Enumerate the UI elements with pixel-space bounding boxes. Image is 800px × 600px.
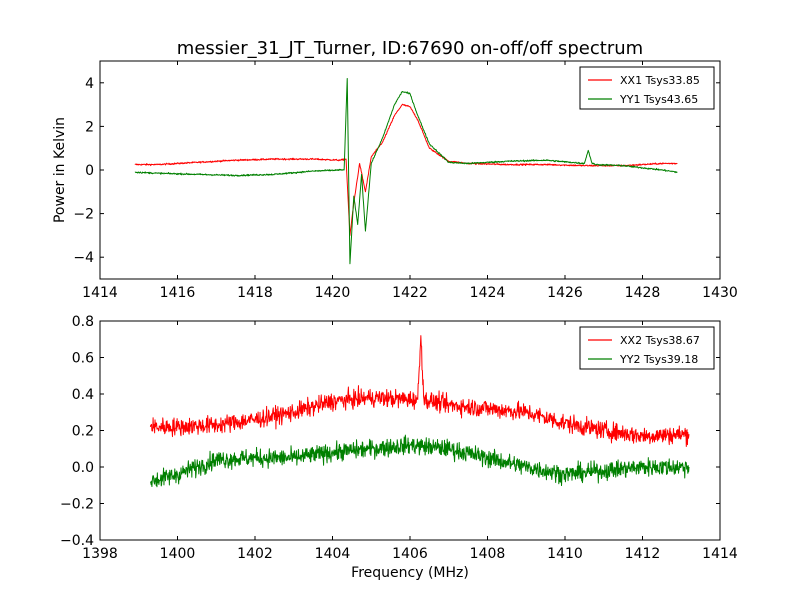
bottom-y-tick-label: −0.2 [60, 497, 94, 513]
top-x-tick-label: 1422 [392, 285, 428, 301]
bottom-x-tick-label: 1408 [470, 546, 506, 562]
bottom-x-tick-label: 1402 [237, 546, 273, 562]
bottom-x-tick-label: 1412 [625, 546, 661, 562]
top-x-tick-label: 1424 [470, 285, 506, 301]
top-x-tick-label: 1430 [702, 285, 738, 301]
top-x-tick-label: 1418 [237, 285, 273, 301]
bottom-x-tick-label: 1400 [160, 546, 196, 562]
top-y-tick-label: 0 [85, 163, 94, 179]
top-legend: XX1 Tsys33.85 YY1 Tsys43.65 [579, 66, 715, 110]
top-y-tick-label: −2 [73, 207, 94, 223]
top-y-tick-label: 2 [85, 119, 94, 135]
bottom-series-line-1 [149, 335, 690, 448]
top-y-tick-label: −4 [73, 250, 94, 266]
bottom-x-tick-label: 1410 [547, 546, 583, 562]
bottom-series-line-2 [149, 434, 690, 488]
bottom-legend: XX2 Tsys38.67 YY2 Tsys39.18 [579, 326, 715, 370]
bottom-legend-label-1: XX2 Tsys38.67 [620, 334, 700, 347]
top-series-line-2 [134, 77, 678, 265]
bottom-y-tick-label: 0.8 [72, 314, 94, 330]
bottom-legend-label-2: YY2 Tsys39.18 [619, 353, 698, 366]
bottom-y-tick-label: 0.6 [72, 351, 94, 367]
bottom-y-tick-label: −0.4 [60, 533, 94, 549]
top-axes: 1414 1416 1418 1420 1422 1424 1426 1428 1430 −4 −2… [52, 60, 738, 301]
bottom-x-tick-label: 1414 [702, 546, 738, 562]
top-x-tick-label: 1414 [82, 285, 118, 301]
top-y-tick-label: 4 [85, 76, 94, 92]
bottom-y-tick-label: 0.0 [72, 460, 94, 476]
bottom-y-tick-label: 0.4 [72, 387, 94, 403]
top-x-tick-label: 1428 [625, 285, 661, 301]
bottom-x-tick-label: 1406 [392, 546, 428, 562]
bottom-x-tick-label: 1398 [82, 546, 118, 562]
top-x-tick-label: 1416 [160, 285, 196, 301]
bottom-axes: 1398 1400 1402 1404 1406 1408 1410 1412 1414 −0.4… [60, 314, 738, 581]
chart-title: messier_31_JT_Turner, ID:67690 on-off/of… [177, 38, 643, 59]
top-x-tick-label: 1426 [547, 285, 583, 301]
bottom-x-axis-label: Frequency (MHz) [351, 565, 469, 581]
bottom-legend-box [579, 326, 715, 370]
top-x-tick-label: 1420 [315, 285, 351, 301]
top-legend-label-2: YY1 Tsys43.65 [619, 93, 698, 106]
bottom-x-tick-label: 1404 [315, 546, 351, 562]
top-series-line-1 [134, 103, 678, 236]
bottom-y-tick-label: 0.2 [72, 424, 94, 440]
top-legend-box [579, 66, 715, 110]
top-legend-label-1: XX1 Tsys33.85 [620, 74, 700, 87]
top-y-axis-label: Power in Kelvin [52, 117, 68, 223]
